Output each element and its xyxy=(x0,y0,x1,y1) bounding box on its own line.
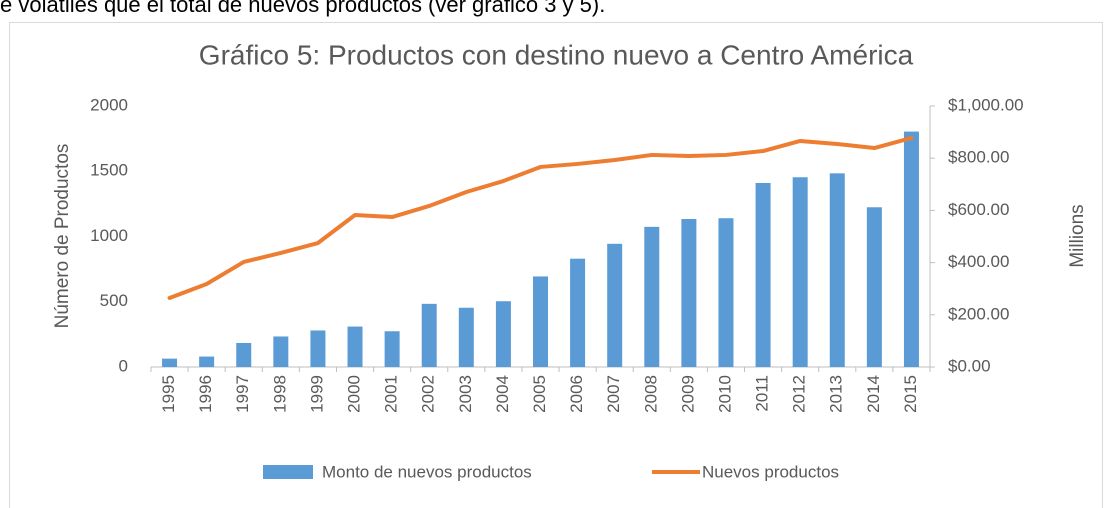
x-tick-label: 2000 xyxy=(345,375,364,413)
y-tick-label: 2000 xyxy=(90,95,128,114)
x-tick-label: 2010 xyxy=(715,375,734,413)
legend-label: Nuevos productos xyxy=(702,462,839,481)
bar xyxy=(570,258,586,367)
x-tick-label: 2002 xyxy=(419,375,438,413)
bar xyxy=(384,331,400,367)
x-tick-label: 2006 xyxy=(567,375,586,413)
bar xyxy=(199,356,215,367)
bar xyxy=(533,276,548,367)
x-tick-label: 1996 xyxy=(196,375,215,413)
y2-axis-label: Millions xyxy=(1067,204,1088,267)
y2-tick-label: $200.00 xyxy=(948,304,1009,323)
x-tick-label: 2015 xyxy=(901,375,920,413)
y-axis-label: Número de Productos xyxy=(52,144,73,329)
y2-tick-label: $1,000.00 xyxy=(948,95,1024,114)
x-tick-label: 1998 xyxy=(270,375,289,413)
bar xyxy=(310,330,326,367)
bar xyxy=(866,207,882,367)
bar xyxy=(681,219,697,367)
legend-swatch xyxy=(263,465,313,479)
bar xyxy=(347,326,363,367)
x-tick-label: 2004 xyxy=(493,375,512,413)
bar xyxy=(718,218,734,367)
line xyxy=(167,135,914,300)
bar xyxy=(755,182,771,367)
y2-tick-label: $400.00 xyxy=(948,252,1009,271)
y2-tick-label: $600.00 xyxy=(948,200,1009,219)
x-tick-label: 2001 xyxy=(382,375,401,413)
bar xyxy=(421,303,437,367)
x-tick-label: 2007 xyxy=(604,375,623,413)
x-tick-label: 2003 xyxy=(456,375,475,413)
bar xyxy=(903,131,919,367)
x-tick-label: 2012 xyxy=(790,375,809,413)
bar xyxy=(792,177,808,367)
chart-title: Gráfico 5: Productos con destino nuevo a… xyxy=(199,39,914,70)
x-tick-label: 1997 xyxy=(233,375,252,413)
bar xyxy=(458,307,474,367)
bar xyxy=(495,301,511,367)
y2-tick-label: $800.00 xyxy=(948,148,1009,167)
y2-tick-label: $0.00 xyxy=(948,356,991,375)
y-tick-label: 500 xyxy=(100,291,128,310)
y-tick-label: 1000 xyxy=(90,226,128,245)
x-tick-label: 1999 xyxy=(307,375,326,413)
y-tick-label: 1500 xyxy=(90,161,128,180)
intro-text: e volátiles que el total de nuevos produ… xyxy=(0,0,605,17)
chart-border xyxy=(9,22,1103,508)
x-tick-label: 2011 xyxy=(753,375,772,412)
bar xyxy=(162,358,178,367)
y-tick-label: 0 xyxy=(119,356,128,375)
x-tick-label: 2008 xyxy=(641,375,660,413)
x-tick-label: 2014 xyxy=(864,375,883,413)
bar xyxy=(607,243,623,367)
bar xyxy=(644,226,660,367)
x-tick-label: 2009 xyxy=(678,375,697,413)
bar xyxy=(236,342,252,367)
legend-label: Monto de nuevos productos xyxy=(322,462,532,481)
x-tick-label: 2013 xyxy=(827,375,846,413)
x-tick-label: 1995 xyxy=(159,375,178,413)
bar xyxy=(829,173,845,367)
x-tick-label: 2005 xyxy=(530,375,549,413)
bar xyxy=(273,336,289,367)
